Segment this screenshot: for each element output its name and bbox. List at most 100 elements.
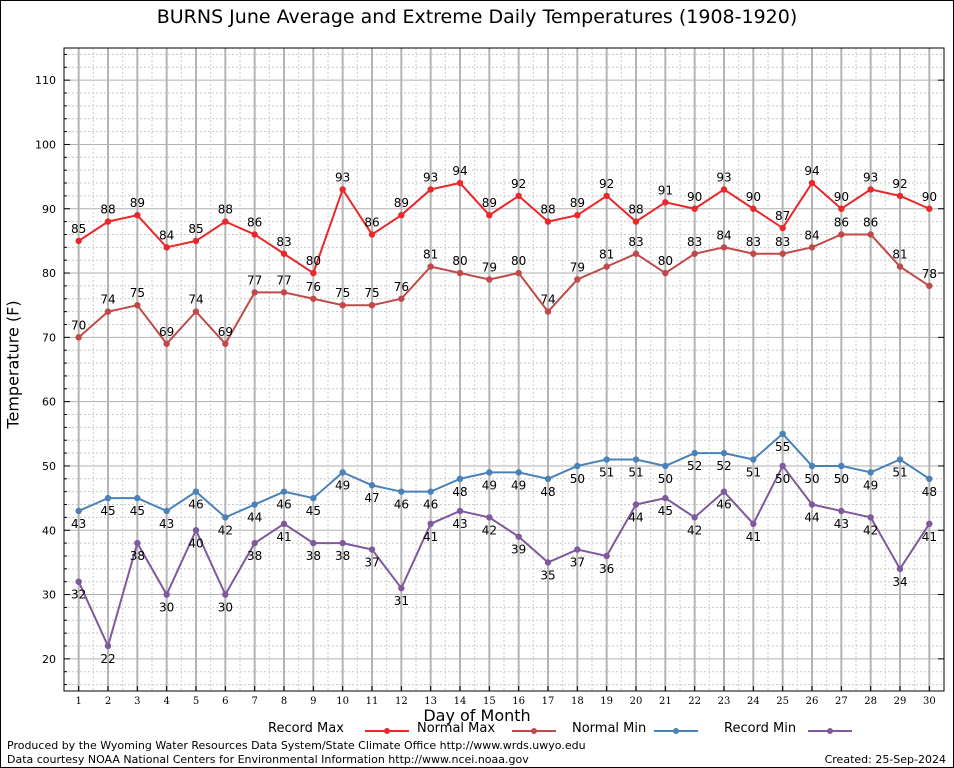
series-normal-min: 43 45 45 43 46 42 44 46 45 49 47 46 46 48 49 49 48 50 51 51…	[71, 430, 937, 537]
data-label: 37	[364, 556, 379, 570]
x-tick-label: 15	[483, 696, 496, 707]
data-point	[104, 218, 112, 225]
data-label: 90	[834, 190, 849, 204]
data-point	[662, 494, 669, 502]
data-point	[574, 276, 581, 283]
data-label: 94	[804, 164, 819, 178]
x-tick-label: 11	[366, 696, 379, 707]
data-label: 49	[482, 478, 497, 492]
data-point	[515, 533, 522, 540]
data-point	[926, 205, 933, 212]
x-tick-label: 6	[222, 696, 228, 707]
data-label: 52	[716, 459, 731, 473]
data-label: 34	[892, 575, 907, 589]
data-point	[486, 276, 493, 283]
data-label: 83	[687, 235, 702, 249]
data-label: 81	[423, 248, 438, 262]
data-label: 49	[511, 478, 526, 492]
x-tick-label: 3	[134, 696, 140, 707]
data-point	[280, 289, 288, 296]
data-point	[867, 469, 874, 476]
plot-border	[63, 47, 945, 692]
data-point	[339, 302, 346, 309]
data-point	[838, 462, 845, 470]
y-axis-label: Temperature (F)	[3, 300, 23, 429]
data-point	[192, 237, 200, 245]
data-point	[251, 289, 258, 296]
data-point	[750, 205, 757, 212]
data-label: 89	[482, 196, 497, 210]
data-label: 45	[130, 504, 145, 518]
data-point	[896, 263, 904, 270]
data-point	[574, 462, 581, 470]
data-label: 83	[775, 235, 790, 249]
data-label: 90	[922, 190, 937, 204]
data-label: 38	[306, 549, 321, 563]
data-point	[720, 449, 728, 457]
data-point	[222, 514, 229, 521]
x-tick-label: 13	[424, 696, 437, 707]
data-point	[368, 546, 376, 553]
data-point	[896, 565, 904, 573]
data-label: 75	[130, 286, 145, 300]
x-tick-label: 21	[659, 696, 672, 707]
data-point	[310, 494, 317, 502]
data-label: 88	[100, 203, 115, 217]
data-point	[222, 340, 229, 347]
data-point	[632, 456, 640, 463]
data-label: 50	[775, 472, 790, 486]
series-line	[78, 233, 930, 346]
data-label: 84	[159, 228, 174, 242]
data-label: 93	[863, 170, 878, 184]
data-point	[368, 302, 376, 309]
data-point	[750, 456, 757, 463]
data-point	[603, 192, 610, 200]
data-point	[339, 469, 346, 476]
data-label: 22	[100, 652, 115, 666]
y-tick-label: 80	[42, 267, 56, 280]
data-label: 92	[511, 177, 526, 191]
y-tick-label: 90	[42, 203, 56, 216]
data-point	[280, 250, 288, 257]
credit-line-1: Produced by the Wyoming Water Resources …	[7, 739, 586, 752]
data-label: 46	[276, 498, 291, 512]
data-point	[691, 205, 698, 212]
x-tick-label: 10	[336, 696, 349, 707]
data-point	[544, 559, 552, 566]
data-point	[632, 250, 640, 257]
data-point	[251, 539, 258, 547]
x-tick-label: 29	[894, 696, 907, 707]
data-point	[251, 231, 258, 238]
data-label: 92	[599, 177, 614, 191]
data-point	[339, 186, 346, 193]
data-point	[456, 507, 464, 515]
data-point	[691, 514, 698, 521]
data-point	[632, 501, 640, 508]
x-axis-label: Day of Month	[423, 706, 531, 725]
data-point	[75, 237, 82, 245]
credit-line-2: Data courtesy NOAA National Centers for …	[7, 753, 529, 766]
x-tick-label: 1	[75, 696, 81, 707]
data-label: 74	[540, 293, 555, 307]
data-label: 35	[540, 568, 555, 582]
data-point	[632, 218, 640, 225]
data-point	[427, 186, 434, 193]
data-label: 80	[511, 254, 526, 268]
data-label: 38	[247, 549, 262, 563]
data-point	[515, 192, 522, 200]
data-point	[134, 302, 141, 309]
y-tick-label: 30	[42, 589, 56, 602]
legend-label: Normal Max	[417, 721, 496, 736]
y-tick-label: 100	[35, 138, 56, 151]
data-point	[75, 578, 82, 585]
data-point	[779, 250, 786, 257]
x-tick-label: 18	[571, 696, 584, 707]
data-point	[486, 469, 493, 476]
data-label: 89	[394, 196, 409, 210]
data-label: 31	[394, 594, 409, 608]
data-label: 46	[394, 498, 409, 512]
data-label: 40	[188, 536, 203, 550]
data-label: 42	[687, 523, 702, 537]
data-label: 49	[335, 478, 350, 492]
data-point	[163, 244, 170, 251]
